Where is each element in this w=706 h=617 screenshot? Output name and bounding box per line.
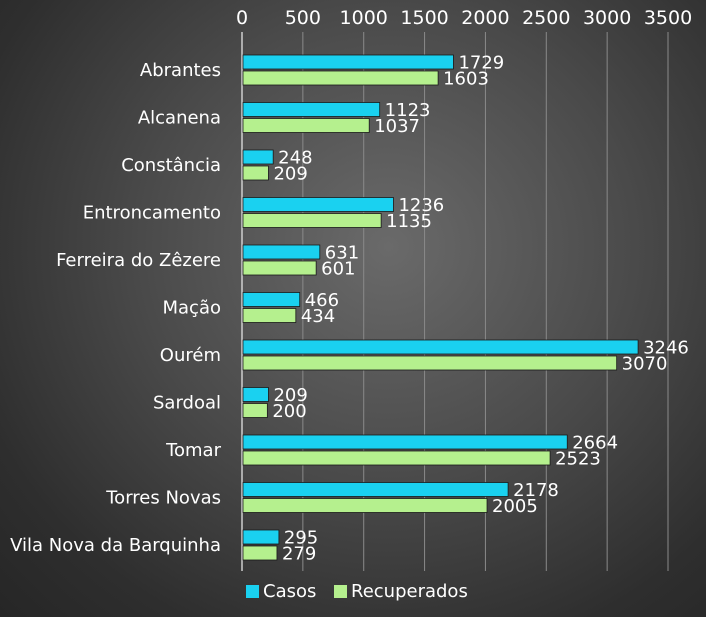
recuperados-bar bbox=[242, 355, 618, 371]
x-tick-label: 2500 bbox=[522, 7, 570, 29]
recuperados-data-label: 1603 bbox=[443, 69, 489, 90]
recuperados-data-label: 209 bbox=[273, 164, 307, 185]
casos-data-label: 466 bbox=[305, 290, 339, 311]
category-label: Constância bbox=[121, 155, 221, 176]
recuperados-data-label: 1135 bbox=[386, 211, 432, 232]
recuperados-data-label: 279 bbox=[282, 544, 316, 565]
x-tick-label: 0 bbox=[236, 7, 248, 29]
casos-bar bbox=[242, 102, 381, 117]
x-tick-label: 2000 bbox=[461, 7, 509, 29]
category-label: Entroncamento bbox=[83, 203, 221, 224]
casos-bar bbox=[242, 482, 509, 497]
recuperados-bar bbox=[242, 165, 269, 181]
recuperados-data-label: 434 bbox=[301, 306, 335, 327]
x-tick-label: 500 bbox=[285, 7, 321, 29]
recuperados-data-label: 200 bbox=[272, 401, 306, 422]
category-label: Ourém bbox=[160, 345, 221, 366]
recuperados-data-label: 2005 bbox=[492, 496, 538, 517]
recuperados-data-label: 2523 bbox=[555, 449, 601, 470]
recuperados-bar bbox=[242, 403, 268, 418]
recuperados-legend-label: Recuperados bbox=[351, 581, 468, 602]
x-tick-label: 1000 bbox=[340, 7, 388, 29]
recuperados-bar bbox=[242, 70, 439, 86]
casos-bar bbox=[242, 529, 280, 545]
category-label: Ferreira do Zêzere bbox=[56, 250, 221, 271]
casos-data-label: 631 bbox=[325, 243, 359, 264]
category-label: Torres Novas bbox=[105, 488, 221, 509]
recuperados-data-label: 601 bbox=[321, 259, 355, 280]
category-label: Abrantes bbox=[140, 60, 221, 81]
recuperados-bar bbox=[242, 450, 551, 466]
category-label: Vila Nova da Barquinha bbox=[10, 535, 221, 556]
casos-bar bbox=[242, 387, 269, 402]
recuperados-bar bbox=[242, 308, 297, 323]
recuperados-bar bbox=[242, 545, 278, 561]
casos-data-label: 3246 bbox=[643, 338, 689, 359]
category-label: Tomar bbox=[165, 440, 222, 461]
casos-data-label: 248 bbox=[278, 148, 312, 169]
casos-legend-label: Casos bbox=[263, 581, 316, 602]
casos-bar bbox=[242, 197, 394, 212]
recuperados-legend-swatch bbox=[334, 585, 347, 598]
x-tick-label: 1500 bbox=[400, 7, 448, 29]
recuperados-data-label: 3070 bbox=[622, 354, 668, 375]
casos-bar bbox=[242, 54, 454, 70]
casos-bar bbox=[242, 434, 568, 450]
casos-data-label: 209 bbox=[273, 385, 307, 406]
casos-bar bbox=[242, 149, 274, 165]
recuperados-bar bbox=[242, 498, 488, 513]
casos-data-label: 1729 bbox=[458, 53, 504, 74]
casos-bar bbox=[242, 244, 321, 260]
x-tick-label: 3500 bbox=[644, 7, 692, 29]
category-label: Alcanena bbox=[138, 108, 221, 129]
recuperados-bar bbox=[242, 260, 317, 276]
casos-legend-swatch bbox=[246, 585, 259, 598]
x-tick-label: 3000 bbox=[583, 7, 631, 29]
casos-data-label: 2664 bbox=[572, 433, 618, 454]
recuperados-bar bbox=[242, 213, 382, 228]
casos-bar bbox=[242, 292, 301, 307]
recuperados-data-label: 1037 bbox=[374, 116, 420, 137]
casos-data-label: 2178 bbox=[513, 480, 559, 501]
recuperados-bar bbox=[242, 118, 370, 133]
category-label: Sardoal bbox=[153, 393, 221, 414]
casos-bar bbox=[242, 339, 639, 355]
casos-data-label: 1123 bbox=[385, 100, 431, 121]
category-label: Mação bbox=[163, 298, 222, 319]
casos-data-label: 295 bbox=[284, 528, 318, 549]
casos-data-label: 1236 bbox=[398, 195, 444, 216]
